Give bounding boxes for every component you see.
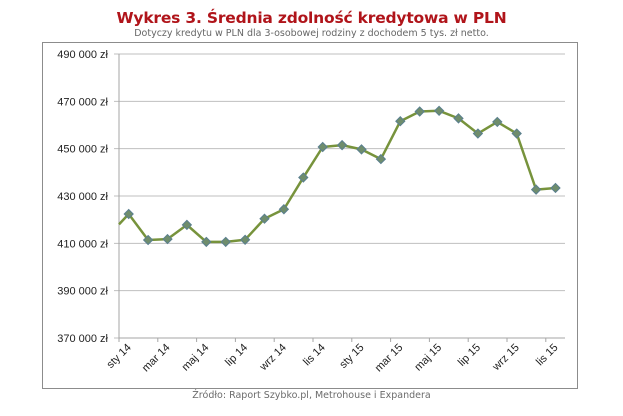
data-point-marker [395,116,406,127]
x-tick-label: mar 14 [140,342,173,375]
x-tick-label: wrz 14 [257,342,289,374]
data-point-marker [278,204,290,215]
data-point-marker [123,208,134,220]
data-point-marker [239,234,251,245]
y-tick-label: 490 000 zł [57,49,108,61]
data-point-marker [511,128,522,139]
data-point-marker [162,233,173,245]
data-point-marker [142,234,154,246]
x-tick-label: lis 15 [534,342,561,369]
source-note: Źródło: Raport Szybko.pl, Metrohouse i E… [192,390,431,401]
x-tick-label: mar 15 [373,342,406,375]
y-tick-label: 450 000 zł [57,144,108,156]
y-tick-label: 410 000 zł [57,238,108,250]
x-tick-label: lis 14 [301,342,328,369]
data-point-marker [336,139,348,151]
data-point-marker [220,236,231,248]
y-tick-label: 370 000 zł [57,333,108,345]
y-tick-label: 390 000 zł [57,286,108,298]
chart-frame [42,42,578,389]
data-point-marker [433,105,445,117]
data-point-marker [259,213,270,224]
data-point-marker [530,184,542,195]
x-tick-label: sty 15 [337,342,366,371]
data-point-marker [356,144,367,155]
x-tick-label: wrz 15 [490,342,522,374]
data-point-marker [492,116,503,128]
x-tick-label: lip 14 [223,342,250,369]
x-tick-label: lip 15 [456,342,483,369]
chart-title: Wykres 3. Średnia zdolność kredytowa w P… [116,9,507,27]
data-point-marker [414,106,425,117]
data-point-marker [181,219,193,231]
data-point-marker [201,236,212,248]
data-point-marker [317,141,328,153]
data-point-marker [472,128,484,139]
data-point-marker [453,113,464,124]
y-tick-label: 470 000 zł [57,96,108,108]
chart-subtitle: Dotyczy kredytu w PLN dla 3-osobowej rod… [134,28,489,39]
x-tick-label: maj 15 [412,342,444,374]
x-tick-label: sty 14 [105,342,134,371]
data-point-marker [375,153,387,165]
x-tick-label: maj 14 [180,342,212,374]
data-point-marker [550,182,561,194]
y-tick-label: 430 000 zł [57,191,108,203]
data-point-marker [298,172,309,183]
